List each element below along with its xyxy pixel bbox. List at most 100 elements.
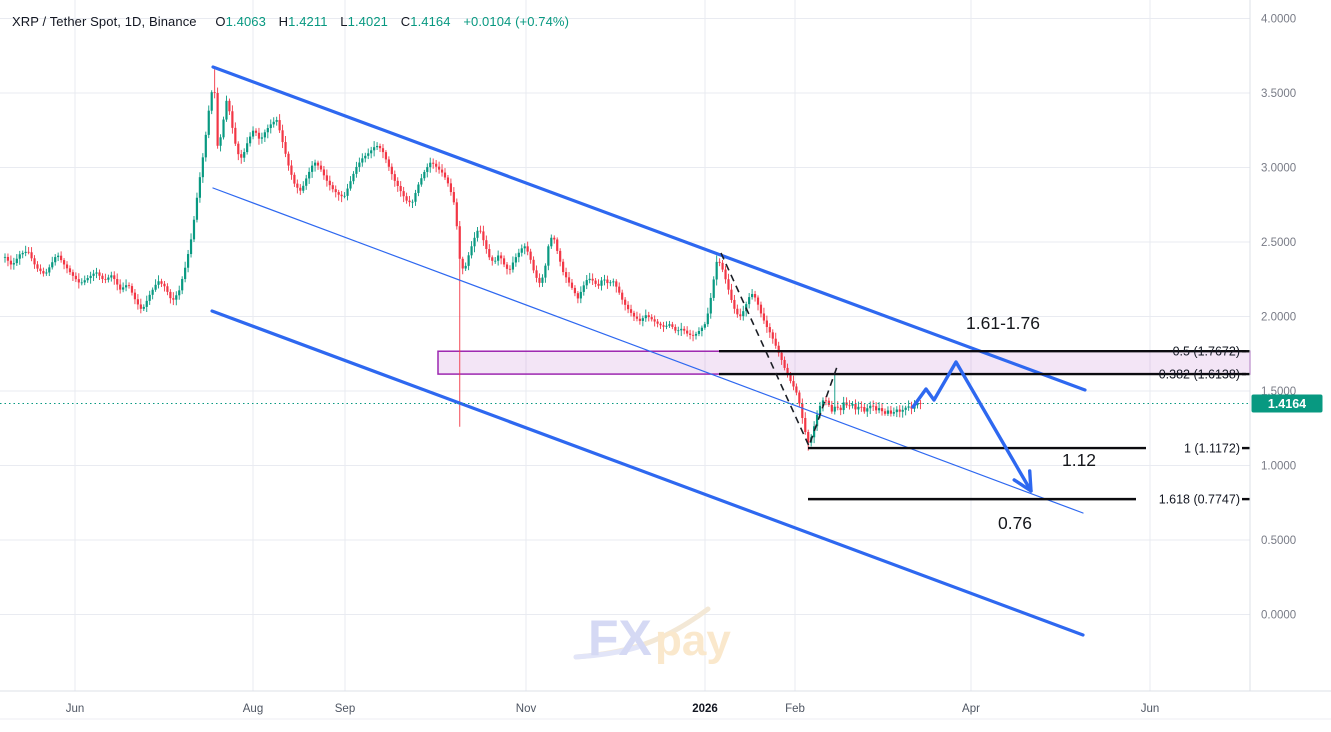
symbol-legend[interactable]: XRP / Tether Spot, 1D, Binance O1.4063 H… — [12, 14, 569, 29]
candle-body — [154, 284, 157, 290]
candle-body — [789, 374, 792, 382]
candle-body — [455, 202, 458, 227]
fib-label: 1.618 (0.7747) — [1159, 493, 1240, 507]
channel-line-lower[interactable] — [210, 309, 1085, 637]
candle-body — [807, 431, 810, 443]
candle-body — [798, 392, 801, 404]
candle-body — [848, 405, 851, 407]
candle-body — [718, 261, 721, 263]
candle-body — [181, 279, 184, 291]
candle-body — [367, 153, 370, 156]
candle-body — [189, 239, 193, 255]
candle-body — [609, 282, 612, 284]
candle-body — [349, 181, 352, 189]
price-annotations[interactable]: 1.61-1.76 1.12 0.76 — [966, 313, 1096, 533]
candle-body — [420, 178, 423, 185]
supply-zone-rectangle[interactable] — [437, 350, 1251, 375]
candle-body — [562, 261, 565, 273]
projection-arrow[interactable] — [911, 360, 1033, 493]
symbol-title: XRP / Tether Spot, 1D, Binance — [12, 14, 197, 29]
candle-body — [281, 130, 284, 143]
channel-line-middle[interactable] — [212, 187, 1084, 514]
time-axis-label: Feb — [785, 703, 805, 715]
candle-body — [302, 185, 305, 191]
candle-body — [476, 230, 479, 238]
candle-body — [694, 333, 698, 336]
time-axis-label: Nov — [516, 703, 537, 715]
candle-body — [184, 267, 187, 280]
candle-body — [665, 325, 668, 327]
channel-line-upper[interactable] — [211, 65, 1087, 392]
candlesticks — [3, 69, 922, 451]
candle-body — [688, 333, 692, 335]
candle-body — [408, 200, 411, 203]
candle-body — [175, 295, 178, 300]
candle-body — [172, 298, 175, 300]
candle-body — [437, 166, 441, 170]
candle-body — [222, 119, 225, 138]
candle-body — [768, 327, 771, 333]
candle-body — [287, 153, 290, 166]
annotation-text[interactable]: 1.12 — [1062, 450, 1096, 470]
candle-body — [818, 405, 822, 415]
price-axis[interactable]: 4.00003.50003.00002.50002.00001.50001.00… — [1261, 14, 1296, 622]
candle-body — [851, 403, 854, 406]
arrow-zigzag[interactable] — [911, 360, 1033, 493]
candle-body — [756, 297, 760, 305]
candle-body — [765, 320, 768, 328]
candle-body — [538, 277, 541, 283]
candle-body — [411, 201, 414, 203]
candle-body — [234, 127, 237, 144]
candle-body — [133, 292, 137, 300]
candle-body — [659, 323, 662, 326]
price-axis-label: 2.5000 — [1261, 237, 1296, 249]
fib-retracement[interactable]: 0.5 (1.7672) 0.382 (1.6138) 1 (1.1172) 1.61… — [719, 345, 1250, 507]
annotation-text[interactable]: 0.76 — [998, 513, 1032, 533]
candle-body — [101, 275, 104, 280]
candle-body — [378, 145, 382, 149]
price-axis-label: 1.0000 — [1261, 461, 1296, 473]
candle-body — [733, 299, 736, 309]
candle-body — [892, 412, 895, 414]
candle-body — [833, 406, 836, 412]
candle-body — [334, 189, 337, 193]
candle-body — [774, 338, 777, 346]
candle-body — [204, 134, 207, 158]
candle-body — [491, 257, 494, 261]
candle-body — [514, 257, 517, 263]
annotation-text[interactable]: 1.61-1.76 — [966, 313, 1040, 333]
candle-body — [638, 318, 641, 321]
candle-body — [686, 330, 689, 334]
candle-body — [393, 174, 396, 181]
fib-label: 1 (1.1172) — [1184, 442, 1240, 456]
price-tag-text: 1.4164 — [1268, 397, 1306, 411]
time-axis-label: Aug — [243, 703, 263, 715]
candle-body — [526, 246, 529, 252]
candle-body — [166, 286, 169, 292]
candle-body — [45, 272, 48, 274]
dashed-trend-polyline[interactable] — [720, 252, 839, 449]
candle-body — [739, 314, 742, 317]
descending-channel[interactable] — [210, 65, 1087, 637]
candle-body — [77, 279, 80, 283]
candle-body — [691, 334, 695, 336]
price-axis-label: 0.5000 — [1261, 535, 1296, 547]
candle-body — [346, 188, 349, 196]
candle-body — [780, 352, 783, 360]
candle-body — [680, 328, 683, 331]
candle-body — [381, 148, 385, 153]
time-axis-label: Apr — [962, 703, 980, 715]
candle-body — [39, 268, 42, 272]
candle-body — [901, 409, 904, 412]
candle-body — [821, 400, 825, 406]
candle-body — [68, 268, 72, 273]
time-axis[interactable]: Jun Aug Sep Nov 2026 Feb Apr Jun — [66, 703, 1160, 715]
candle-body — [231, 111, 234, 128]
candle-body — [786, 367, 789, 375]
candle-body — [157, 281, 160, 285]
candle-body — [122, 287, 125, 290]
candle-body — [119, 284, 122, 290]
price-axis-label: 2.0000 — [1261, 312, 1296, 324]
